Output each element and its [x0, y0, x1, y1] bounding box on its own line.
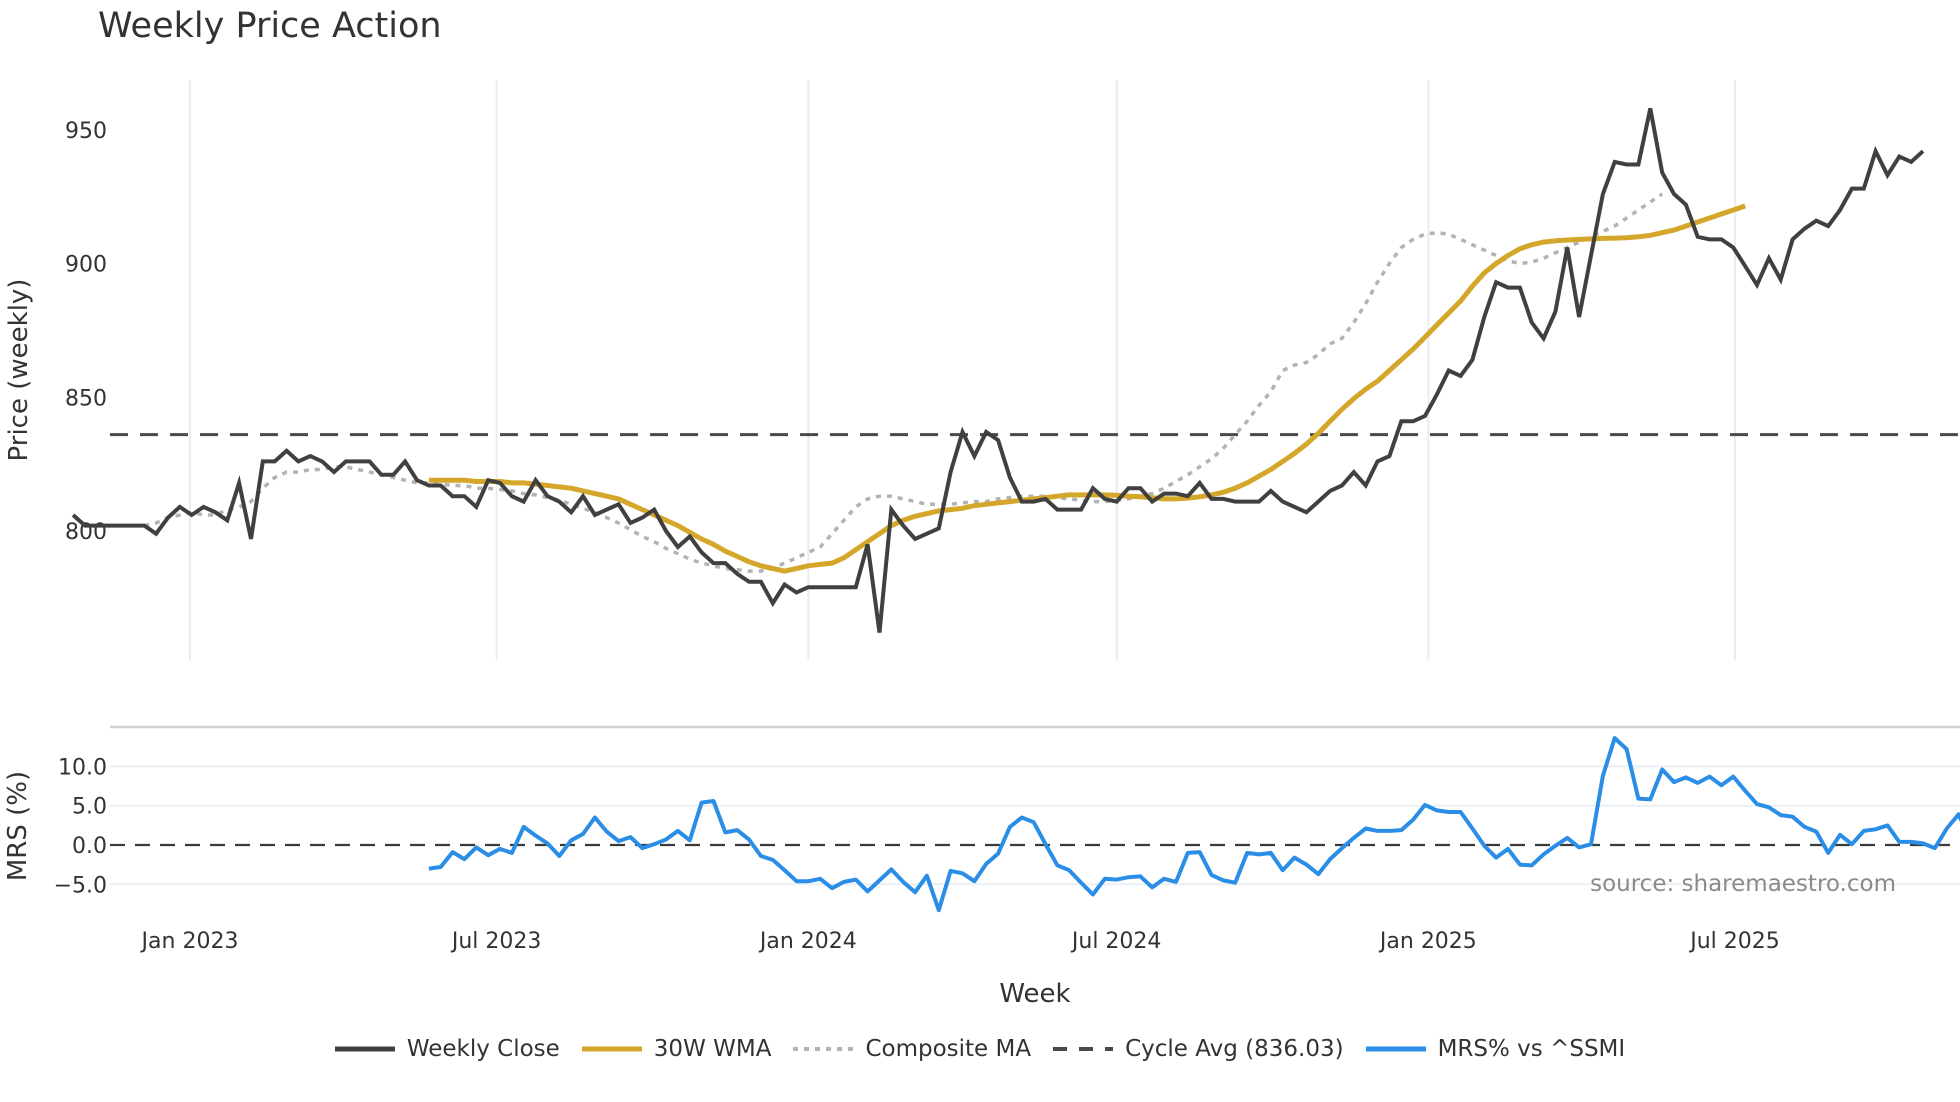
chart-title: Weekly Price Action — [98, 6, 442, 46]
mrs-line — [428, 736, 1960, 913]
mrs-y-tick-label: 0.0 — [72, 834, 107, 859]
price-y-tick-label: 950 — [65, 119, 107, 144]
legend-item-wma: 30W WMA — [581, 1036, 772, 1062]
legend-swatch-icon — [1053, 1042, 1114, 1056]
legend-item-composite: Composite MA — [793, 1036, 1031, 1062]
legend: Weekly Close 30W WMA Composite MA Cycle Avg… — [0, 1036, 1960, 1062]
legend-label: Composite MA — [865, 1036, 1032, 1062]
x-tick-label: Jan 2024 — [758, 929, 857, 954]
source-note: source: sharemaestro.com — [1590, 871, 1896, 897]
mrs-y-tick-label: −5.0 — [54, 873, 107, 898]
x-tick-label: Jul 2023 — [450, 929, 542, 954]
price-y-tick-label: 900 — [65, 253, 107, 278]
mrs-grid — [110, 765, 1960, 886]
legend-swatch-icon — [581, 1042, 642, 1056]
price-grid — [189, 80, 1736, 660]
price-y-tick-label: 850 — [65, 386, 107, 411]
composite-ma-line — [143, 192, 1664, 573]
legend-item-mrs: MRS% vs ^SSMI — [1365, 1036, 1626, 1062]
mrs-y-axis: −5.0 0.0 5.0 10.0 — [54, 755, 107, 898]
price-y-axis-title: Price (weekly) — [4, 279, 34, 462]
mrs-y-axis-title: MRS (%) — [3, 771, 33, 881]
mrs-y-tick-label: 10.0 — [58, 755, 107, 780]
x-tick-label: Jan 2025 — [1378, 929, 1477, 954]
legend-swatch-icon — [793, 1042, 854, 1056]
legend-item-close: Weekly Close — [334, 1036, 560, 1062]
legend-label: Weekly Close — [406, 1036, 560, 1062]
mrs-y-tick-label: 5.0 — [72, 795, 107, 820]
x-tick-label: Jul 2024 — [1070, 929, 1162, 954]
legend-label: Cycle Avg (836.03) — [1125, 1036, 1344, 1062]
legend-item-cycle: Cycle Avg (836.03) — [1053, 1036, 1344, 1062]
legend-swatch-icon — [1365, 1042, 1426, 1056]
weekly-close-line — [71, 107, 1925, 633]
legend-swatch-icon — [334, 1042, 395, 1056]
x-axis-title: Week — [999, 979, 1070, 1009]
x-tick-label: Jul 2025 — [1688, 929, 1780, 954]
legend-label: MRS% vs ^SSMI — [1437, 1036, 1626, 1062]
legend-label: 30W WMA — [653, 1036, 772, 1062]
x-tick-label: Jan 2023 — [140, 929, 239, 954]
x-axis: Jan 2023 Jul 2023 Jan 2024 Jul 2024 Jan 2025… — [140, 929, 1780, 954]
